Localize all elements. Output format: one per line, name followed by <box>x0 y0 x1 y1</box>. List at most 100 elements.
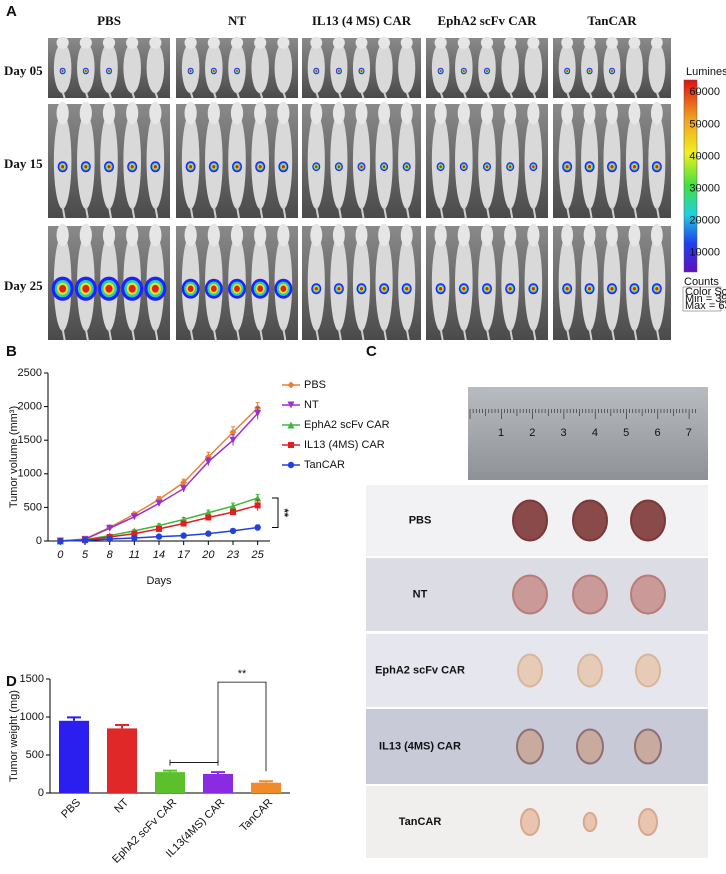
marker <box>204 458 212 466</box>
panel-letter: C <box>366 343 377 360</box>
marker <box>180 485 188 493</box>
tail <box>383 328 388 341</box>
series-line <box>60 412 259 542</box>
signal <box>382 165 386 169</box>
tail <box>588 206 593 219</box>
marker <box>287 421 295 429</box>
tail <box>462 206 467 219</box>
signal <box>84 69 87 73</box>
x-tick-label: 25 <box>251 549 265 561</box>
marker <box>180 520 187 527</box>
tail <box>108 206 112 219</box>
mouse <box>205 113 223 209</box>
mouse-head <box>332 223 345 247</box>
x-tick-label: 17 <box>178 549 191 561</box>
tail <box>611 206 615 219</box>
mouse-head <box>504 101 517 125</box>
signal <box>508 286 512 291</box>
mouse <box>375 113 393 209</box>
tail <box>383 91 388 99</box>
mouse-head <box>230 223 244 247</box>
scale-text: Color Scale <box>685 286 726 298</box>
series-line <box>60 407 259 542</box>
column-header: PBS <box>97 13 121 28</box>
signal <box>462 286 466 291</box>
tumor <box>582 811 598 833</box>
mouse <box>558 113 576 209</box>
signal <box>212 164 216 169</box>
mouse <box>330 235 348 331</box>
signal <box>153 164 157 169</box>
mouse <box>251 42 269 94</box>
bar <box>203 774 233 793</box>
mouse-head <box>207 101 220 125</box>
mouse <box>581 235 599 331</box>
mouse-head <box>332 36 345 49</box>
bar <box>155 772 185 793</box>
signal <box>565 164 569 169</box>
tail <box>405 91 410 99</box>
mouse <box>123 42 141 94</box>
mouse <box>648 113 666 209</box>
tail <box>108 91 112 99</box>
tail <box>259 328 264 341</box>
tail <box>212 91 217 99</box>
marker <box>156 525 162 532</box>
legend-label: NT <box>304 399 319 411</box>
mouse-head <box>149 36 162 49</box>
mouse-head <box>378 36 391 49</box>
tail <box>61 91 66 99</box>
tail <box>532 206 537 219</box>
marker <box>287 461 295 469</box>
row-header: Day 15 <box>4 156 43 171</box>
marker <box>229 502 237 510</box>
y-axis-label: Tumor weight (mg) <box>8 690 20 782</box>
mouse-head <box>149 101 162 125</box>
marker <box>288 442 294 448</box>
tail <box>588 91 593 99</box>
mouse <box>501 42 519 94</box>
marker <box>106 524 114 532</box>
signal <box>632 164 637 169</box>
signal <box>611 69 613 73</box>
row-label: EphA2 scFv CAR <box>375 664 465 676</box>
mouse-head <box>628 223 641 247</box>
mouse-head <box>207 223 220 247</box>
x-tick-label: 11 <box>129 549 140 561</box>
signal <box>588 69 591 73</box>
mouse <box>648 235 666 331</box>
x-tick-label: 14 <box>153 549 165 561</box>
tumor <box>577 653 603 688</box>
mouse-head <box>79 36 92 49</box>
x-tick-label: 8 <box>107 549 114 561</box>
mouse-head <box>561 36 574 49</box>
mouse-head <box>378 101 391 125</box>
signal <box>532 165 535 169</box>
y-tick-label: 1000 <box>20 711 44 723</box>
signal <box>151 284 159 293</box>
panel-letter: B <box>6 343 17 360</box>
column-header: TanCAR <box>587 13 637 28</box>
mouse-head <box>400 101 413 125</box>
mouse-head <box>434 101 447 125</box>
mouse <box>352 113 371 209</box>
mouse-head <box>102 36 116 49</box>
panel-letter: D <box>6 673 17 690</box>
signal <box>655 286 659 291</box>
marker <box>230 509 236 516</box>
marker <box>180 532 187 539</box>
marker <box>155 533 163 540</box>
signal <box>236 69 238 73</box>
mouse <box>375 235 393 331</box>
tumor <box>635 653 661 688</box>
y-tick-label: 1500 <box>18 434 42 446</box>
tail <box>108 328 112 341</box>
signal <box>359 286 364 291</box>
mouse-head <box>527 36 540 49</box>
mouse-head <box>527 101 540 125</box>
error-bar <box>211 771 225 774</box>
signal <box>610 164 614 169</box>
mouse-head <box>504 223 517 247</box>
mouse <box>228 113 246 209</box>
